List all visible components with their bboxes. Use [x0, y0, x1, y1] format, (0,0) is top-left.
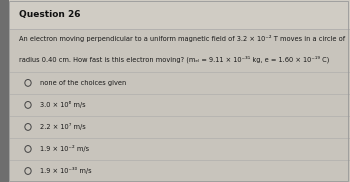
Text: 3.0 × 10⁶ m/s: 3.0 × 10⁶ m/s	[40, 101, 86, 108]
Text: radius 0.40 cm. How fast is this electron moving? (mₑₗ = 9.11 × 10⁻³¹ kg, e = 1.: radius 0.40 cm. How fast is this electro…	[19, 56, 330, 63]
Text: 2.2 × 10⁷ m/s: 2.2 × 10⁷ m/s	[40, 123, 86, 130]
Text: 1.9 × 10⁻³⁰ m/s: 1.9 × 10⁻³⁰ m/s	[40, 167, 92, 175]
Text: none of the choices given: none of the choices given	[40, 80, 126, 86]
Text: An electron moving perpendicular to a uniform magnetic field of 3.2 × 10⁻² T mov: An electron moving perpendicular to a un…	[19, 35, 345, 41]
FancyBboxPatch shape	[9, 0, 350, 29]
Text: 1.9 × 10⁻² m/s: 1.9 × 10⁻² m/s	[40, 145, 89, 153]
FancyBboxPatch shape	[9, 0, 350, 182]
FancyBboxPatch shape	[0, 0, 9, 182]
Text: Question 26: Question 26	[19, 10, 81, 19]
